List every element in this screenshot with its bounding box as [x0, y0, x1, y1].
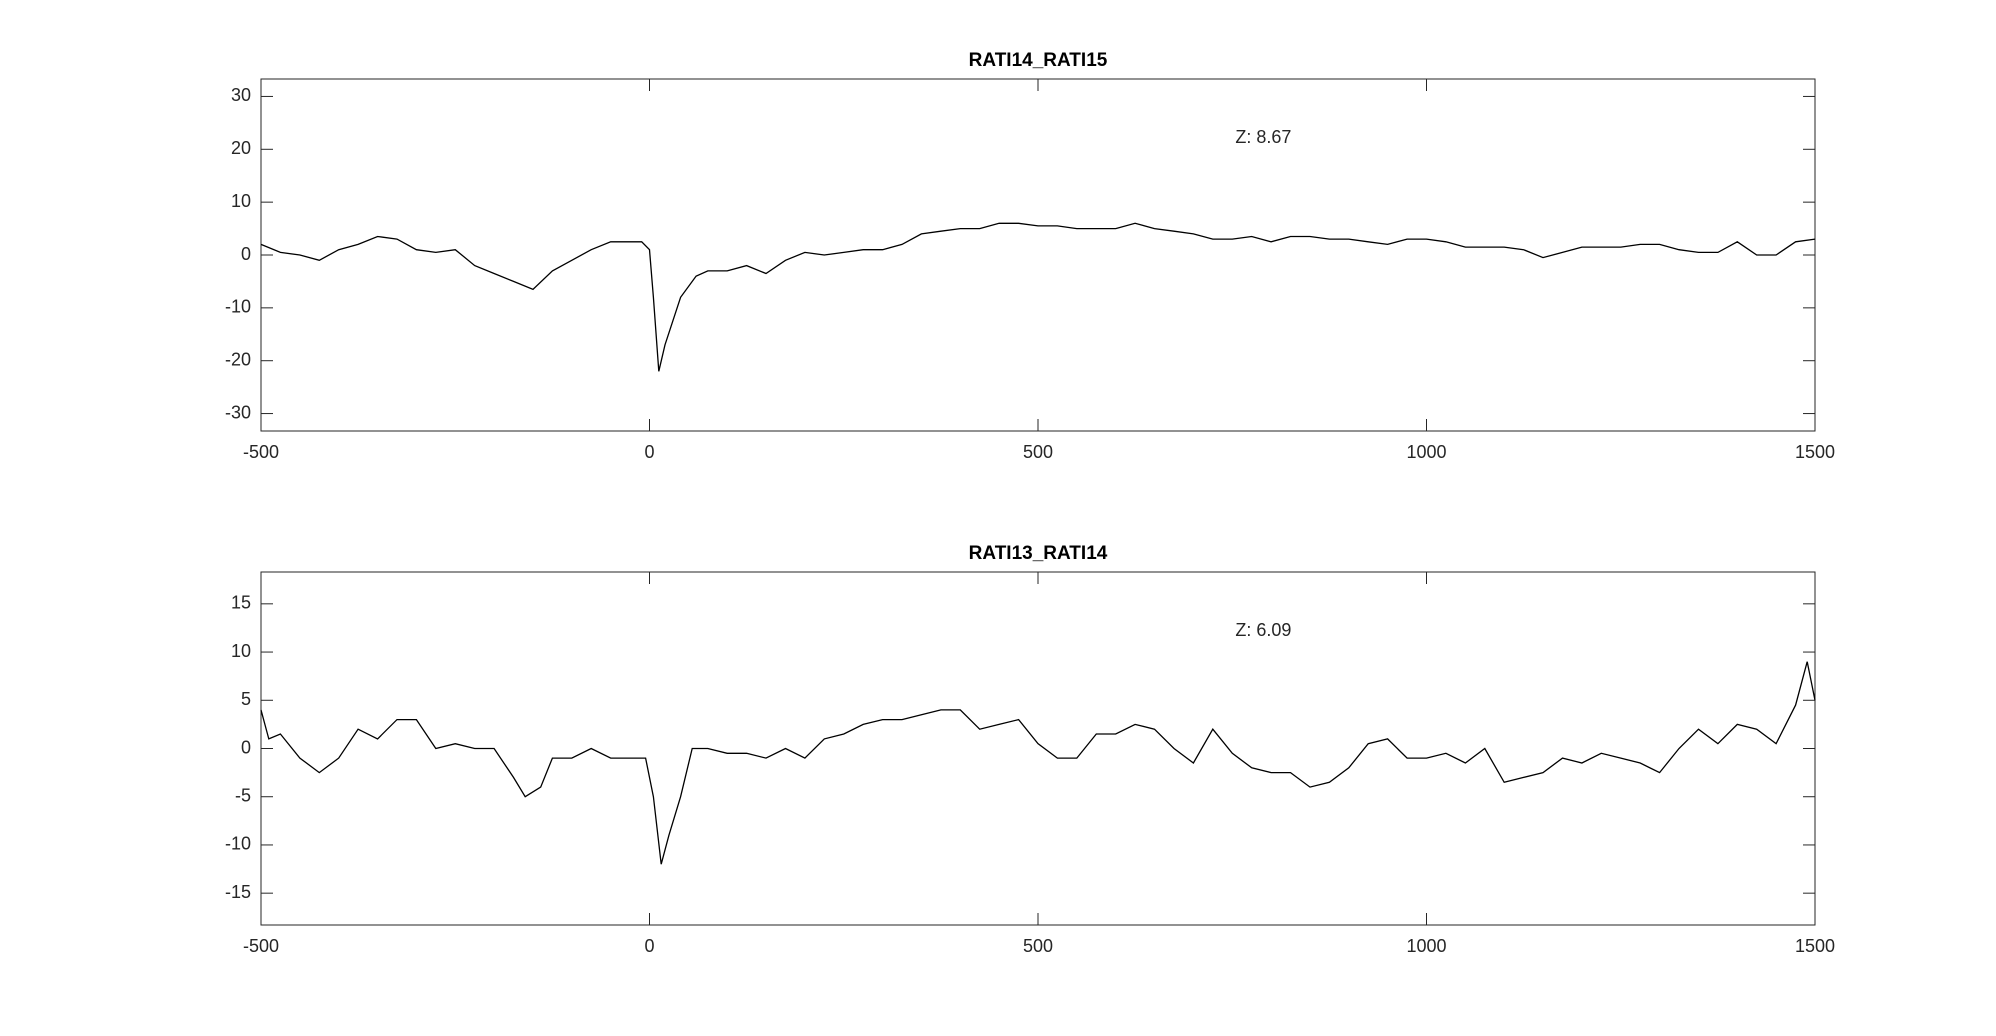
y-tick-label: -10 — [225, 297, 251, 317]
axes-box — [260, 78, 1816, 432]
chart-title: RATI13_RATI14 — [969, 543, 1108, 564]
y-tick-label: 10 — [231, 191, 251, 211]
annotation: Z: 6.09 — [1235, 620, 1291, 640]
annotation: Z: 8.67 — [1235, 127, 1291, 147]
y-tick-label: 5 — [241, 689, 251, 709]
x-tick-label: 0 — [644, 442, 654, 462]
y-tick-label: 20 — [231, 138, 251, 158]
x-tick-label: 500 — [1023, 936, 1053, 956]
chart-title: RATI14_RATI15 — [969, 50, 1108, 71]
x-tick-label: 1000 — [1406, 442, 1446, 462]
y-tick-label: 30 — [231, 85, 251, 105]
axes-box — [260, 571, 1816, 926]
y-tick-label: 10 — [231, 641, 251, 661]
x-tick-label: -500 — [243, 442, 279, 462]
y-tick-label: 0 — [241, 244, 251, 264]
y-tick-label: -10 — [225, 834, 251, 854]
data-line — [260, 661, 1816, 865]
data-line — [260, 222, 1816, 372]
y-tick-label: -20 — [225, 349, 251, 369]
x-tick-label: 500 — [1023, 442, 1053, 462]
x-tick-label: -500 — [243, 936, 279, 956]
x-tick-label: 1500 — [1795, 936, 1835, 956]
y-tick-label: -30 — [225, 402, 251, 422]
y-tick-label: 0 — [241, 737, 251, 757]
y-tick-label: 15 — [231, 593, 251, 613]
y-tick-label: -5 — [235, 785, 251, 805]
x-tick-label: 0 — [644, 936, 654, 956]
x-tick-label: 1000 — [1406, 936, 1446, 956]
x-tick-label: 1500 — [1795, 442, 1835, 462]
y-tick-label: -15 — [225, 882, 251, 902]
